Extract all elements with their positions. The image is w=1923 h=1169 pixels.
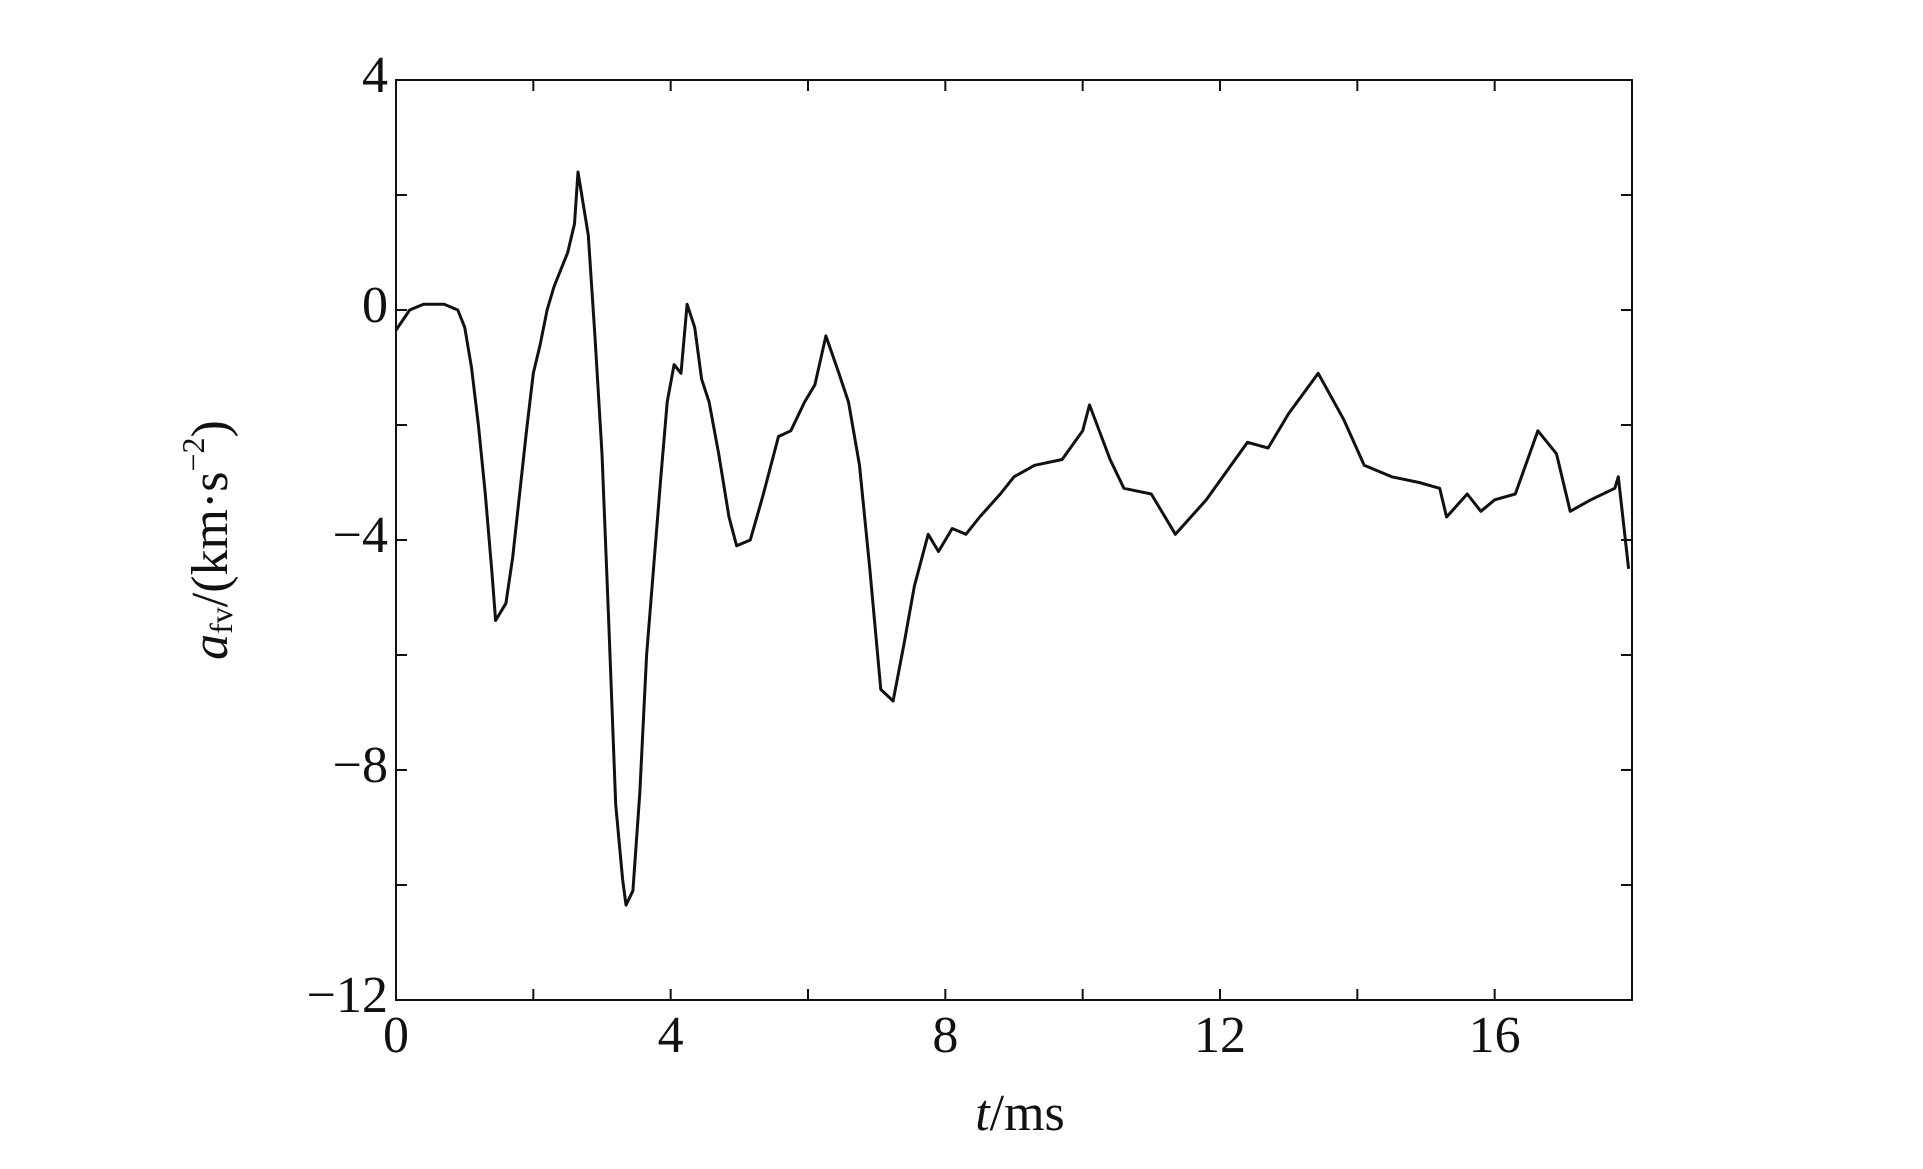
y-tick-label: −8 bbox=[333, 737, 388, 794]
x-tick-label: 16 bbox=[1469, 1007, 1521, 1064]
x-tick-label: 0 bbox=[383, 1007, 409, 1064]
y-close: ) bbox=[182, 420, 239, 437]
x-tick-label: 4 bbox=[658, 1007, 684, 1064]
x-axis-label: t/ms bbox=[975, 1085, 1065, 1142]
y-tick-label: −12 bbox=[307, 967, 388, 1024]
x-symbol: t bbox=[975, 1085, 991, 1142]
x-unit: /ms bbox=[990, 1085, 1065, 1142]
y-superscript: −2 bbox=[175, 437, 211, 471]
data-line bbox=[394, 170, 1631, 907]
y-tick-label: 0 bbox=[362, 277, 388, 334]
x-tick-label: 8 bbox=[932, 1007, 958, 1064]
plot-frame bbox=[395, 79, 1633, 1001]
y-tick-label: 4 bbox=[362, 47, 388, 104]
y-axis-label: afv/(km·s−2) bbox=[175, 420, 239, 660]
y-unit: /(km·s bbox=[182, 471, 239, 607]
y-symbol: a bbox=[182, 634, 239, 660]
y-subscript: fv bbox=[203, 607, 239, 634]
y-tick-label: −4 bbox=[333, 507, 388, 564]
x-tick-label: 12 bbox=[1194, 1007, 1246, 1064]
